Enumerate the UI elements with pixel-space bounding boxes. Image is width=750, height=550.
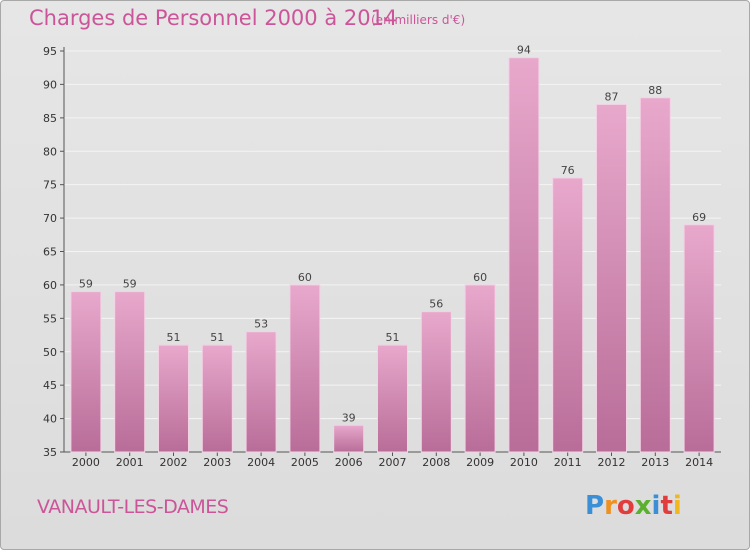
x-tick-label-2007: 2007	[379, 456, 407, 469]
bar-2003	[201, 344, 233, 453]
y-tick-label: 80	[43, 145, 57, 158]
bar-2006	[333, 424, 365, 453]
logo-letter: t	[660, 491, 673, 521]
x-tick-label-2011: 2011	[554, 456, 582, 469]
x-tick-label-2005: 2005	[291, 456, 319, 469]
y-tick-label: 45	[43, 379, 57, 392]
bar-2001	[114, 291, 146, 453]
x-tick-label-2006: 2006	[335, 456, 363, 469]
bar-2000	[70, 291, 102, 453]
bar-2014	[683, 224, 715, 453]
data-label-2002: 51	[167, 331, 181, 344]
data-label-2007: 51	[386, 331, 400, 344]
bars	[70, 57, 715, 453]
x-tick-label-2013: 2013	[641, 456, 669, 469]
proxiti-logo[interactable]: Proxiti	[585, 491, 682, 521]
bar-2009	[464, 284, 496, 453]
data-label-2011: 76	[561, 164, 575, 177]
bar-2010	[508, 57, 540, 453]
y-tick-label: 85	[43, 112, 57, 125]
x-tick-label-2004: 2004	[247, 456, 275, 469]
logo-letter: i	[651, 491, 661, 521]
data-label-2005: 60	[298, 271, 312, 284]
y-tick-label: 40	[43, 413, 57, 426]
data-label-2010: 94	[517, 44, 531, 57]
logo-letter: i	[672, 491, 682, 521]
x-tick-label-2002: 2002	[160, 456, 188, 469]
data-label-2006: 39	[342, 411, 356, 424]
data-label-2000: 59	[79, 278, 93, 291]
bar-2002	[158, 344, 189, 453]
data-label-2012: 87	[605, 90, 619, 103]
data-label-2004: 53	[254, 318, 268, 331]
data-label-2009: 60	[473, 271, 487, 284]
x-tick-label-2000: 2000	[72, 456, 100, 469]
data-labels: 59 59 51 51 53 60 39 51 56 60 94 76 87 88 69	[79, 44, 706, 425]
data-label-2003: 51	[210, 331, 224, 344]
axes: 35 40 45 50 55 60 65 70 75 80 85 90 95 2000 2001 2002 20…	[43, 45, 721, 469]
y-tick-label: 35	[43, 446, 57, 459]
commune-name: VANAULT-LES-DAMES	[37, 496, 229, 518]
bar-2004	[245, 331, 277, 453]
logo-letter: o	[616, 491, 635, 521]
chart-subtitle: (en milliers d'€)	[371, 13, 466, 27]
y-tick-label: 65	[43, 246, 57, 259]
y-tick-label: 90	[43, 78, 57, 91]
x-tick-label-2014: 2014	[685, 456, 713, 469]
logo-letter: P	[585, 491, 605, 521]
data-label-2001: 59	[123, 278, 137, 291]
x-tick-label-2008: 2008	[422, 456, 450, 469]
bar-2007	[377, 344, 408, 453]
y-tick-label: 95	[43, 45, 57, 58]
logo-letter: r	[604, 491, 617, 521]
bar-2008	[420, 311, 452, 453]
chart-title: Charges de Personnel 2000 à 2014	[29, 6, 398, 30]
x-tick-label-2009: 2009	[466, 456, 494, 469]
y-tick-label: 55	[43, 312, 57, 325]
x-tick-label-2003: 2003	[203, 456, 231, 469]
x-tick-label-2001: 2001	[116, 456, 144, 469]
data-label-2008: 56	[429, 298, 443, 311]
x-tick-label-2012: 2012	[598, 456, 626, 469]
data-label-2013: 88	[648, 84, 662, 97]
y-tick-label: 60	[43, 279, 57, 292]
bar-2005	[289, 284, 321, 453]
x-tick-label-2010: 2010	[510, 456, 538, 469]
bar-2011	[552, 177, 584, 453]
y-tick-label: 50	[43, 346, 57, 359]
logo-letter: x	[634, 491, 652, 521]
y-tick-label: 75	[43, 179, 57, 192]
bar-2013	[639, 97, 671, 453]
bar-2012	[596, 103, 627, 453]
y-tick-label: 70	[43, 212, 57, 225]
data-label-2014: 69	[692, 211, 706, 224]
